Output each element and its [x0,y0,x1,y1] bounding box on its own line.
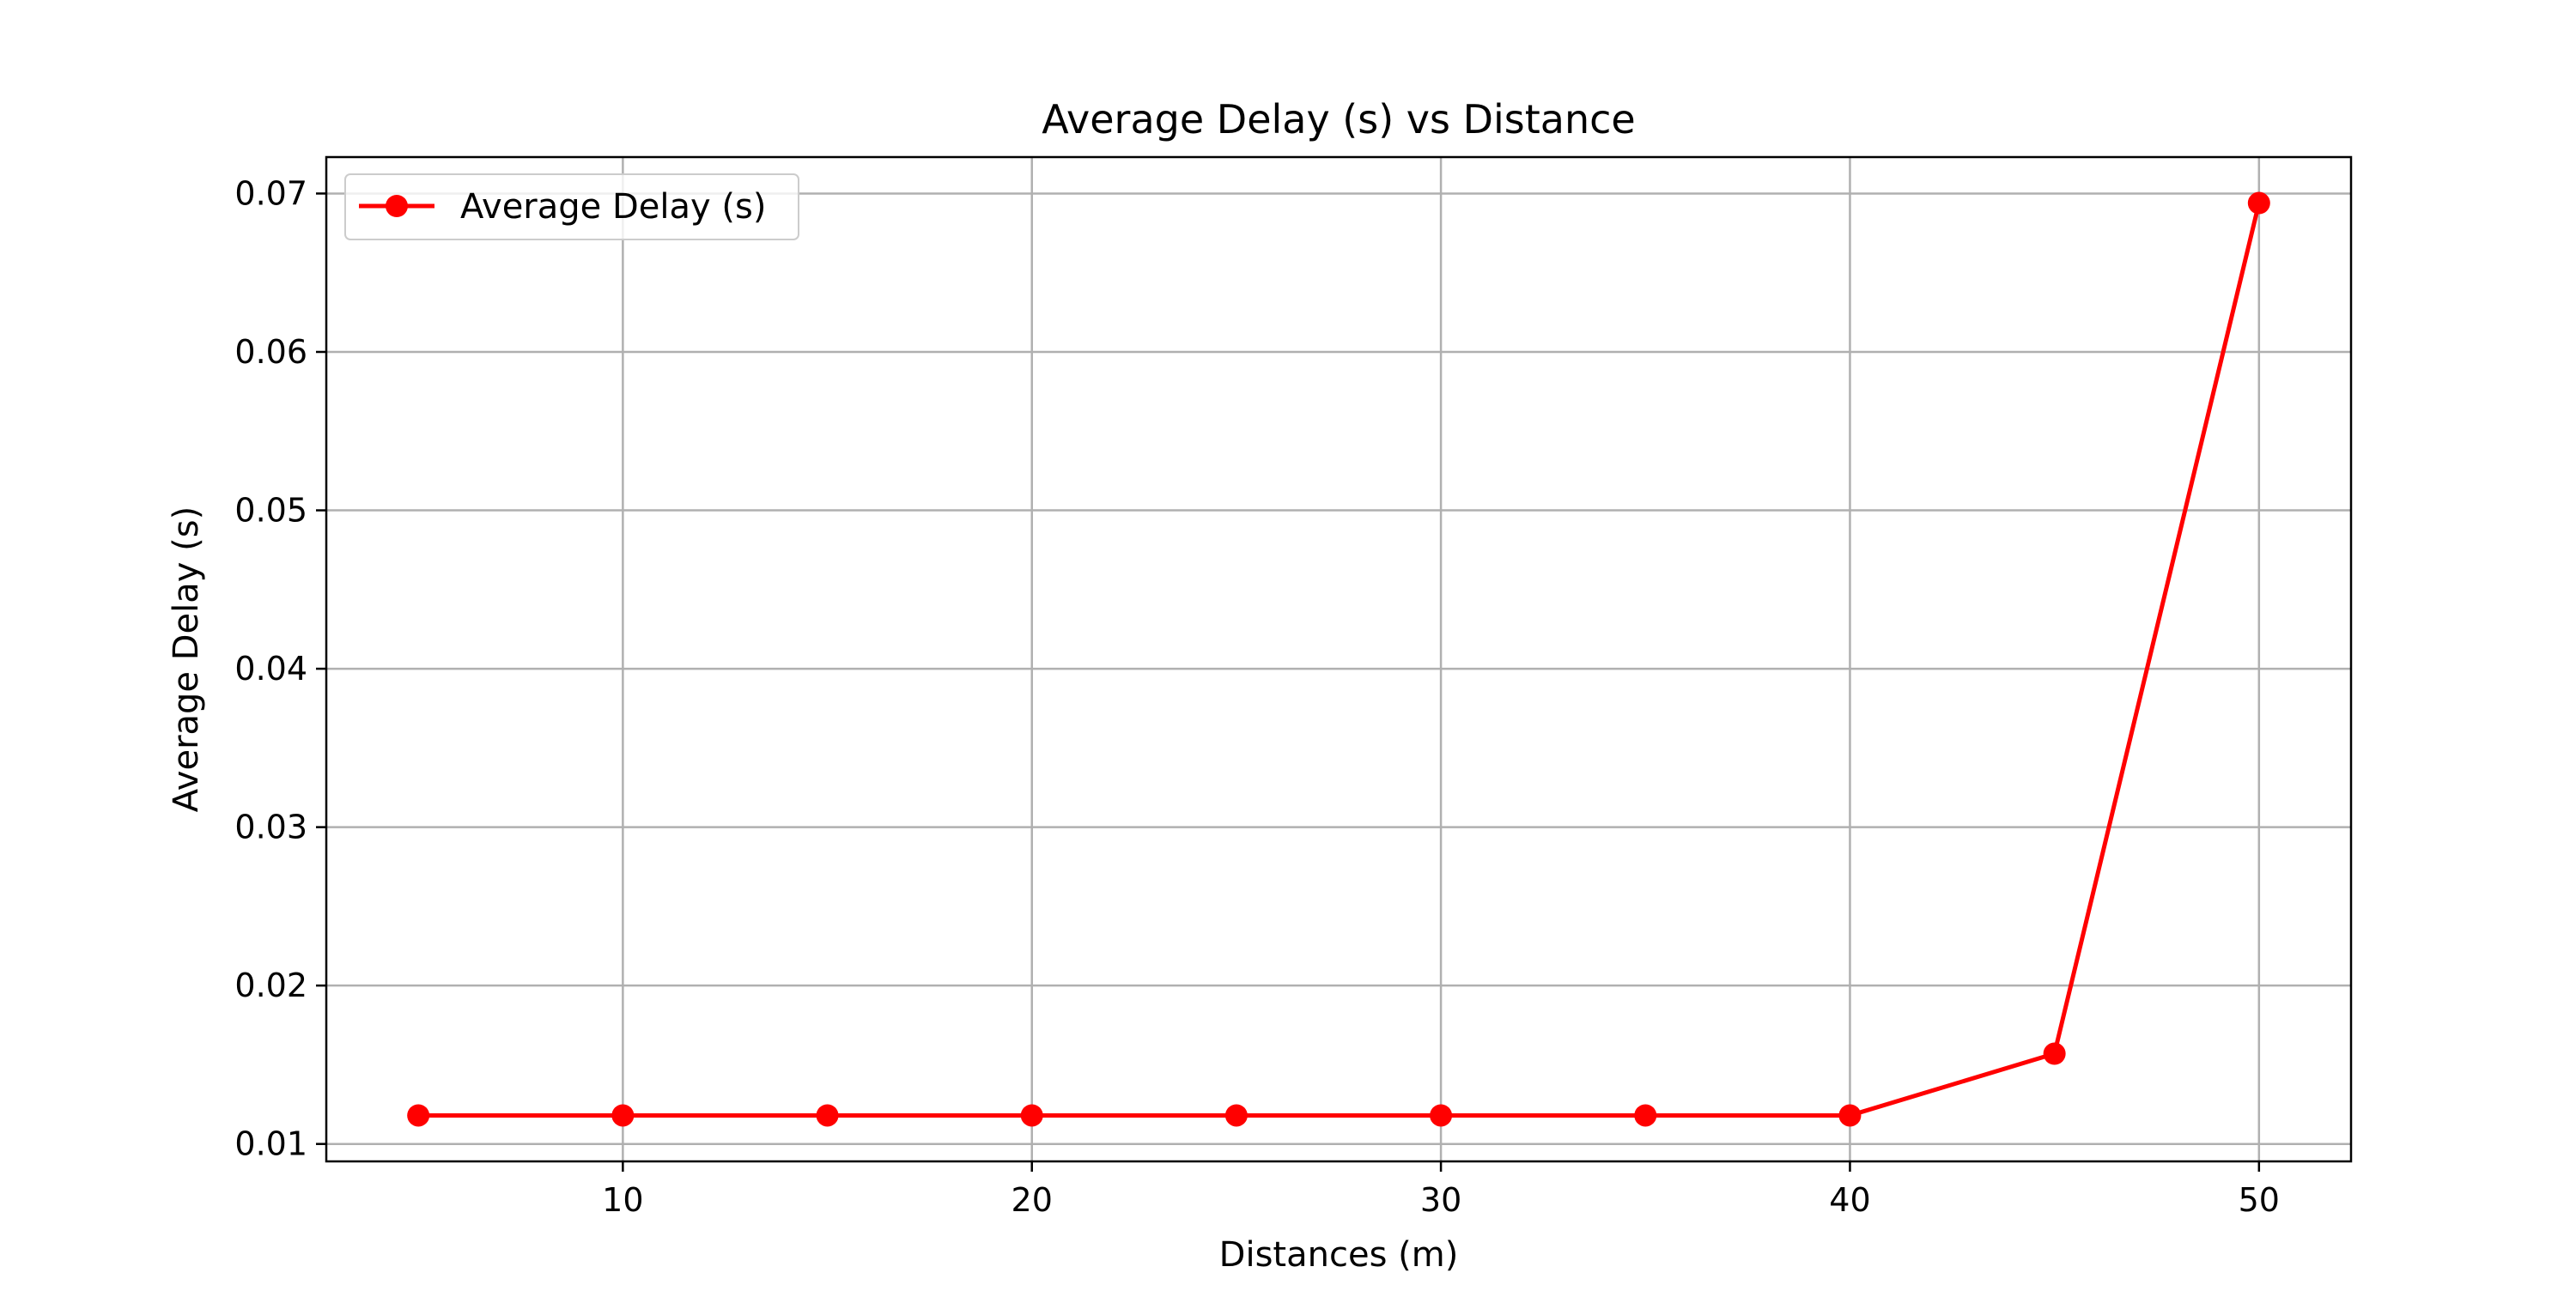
data-point [407,1104,430,1127]
y-tick-label: 0.06 [234,333,307,371]
data-point [1838,1104,1862,1127]
grid-lines [326,157,2351,1161]
x-tick-label: 30 [1420,1181,1461,1219]
data-point [2043,1042,2066,1065]
y-tick-label: 0.01 [234,1125,307,1163]
data-point [611,1104,635,1127]
y-tick-label: 0.02 [234,967,307,1004]
y-tick-label: 0.05 [234,492,307,530]
x-axis-label: Distances (m) [1219,1235,1459,1275]
axes-frame [325,155,2353,1163]
data-point [1634,1104,1657,1127]
x-tick-label: 40 [1829,1181,1870,1219]
data-point [1224,1104,1248,1127]
plot-area [407,191,2270,1127]
legend-box [344,173,799,240]
y-tick-label: 0.07 [234,174,307,212]
x-tick-label: 10 [602,1181,643,1219]
x-tick-label: 20 [1012,1181,1053,1219]
x-tick-label: 50 [2239,1181,2280,1219]
y-tick-label: 0.03 [234,809,307,846]
y-tick-label: 0.04 [234,650,307,688]
legend-marker [386,195,408,217]
legend: Average Delay (s) [344,173,799,240]
data-point [2247,191,2270,215]
data-point [1430,1104,1453,1127]
data-point [1020,1104,1043,1127]
legend-label: Average Delay (s) [460,187,766,227]
data-point [816,1104,839,1127]
chart-title: Average Delay (s) vs Distance [1042,96,1635,142]
axis-ticks: 10 20 30 40 50 0.01 0.02 0.03 0.04 0.05 0.06 0.07 [234,174,2280,1219]
y-axis-label: Average Delay (s) [167,506,206,812]
series-line [418,202,2262,1118]
